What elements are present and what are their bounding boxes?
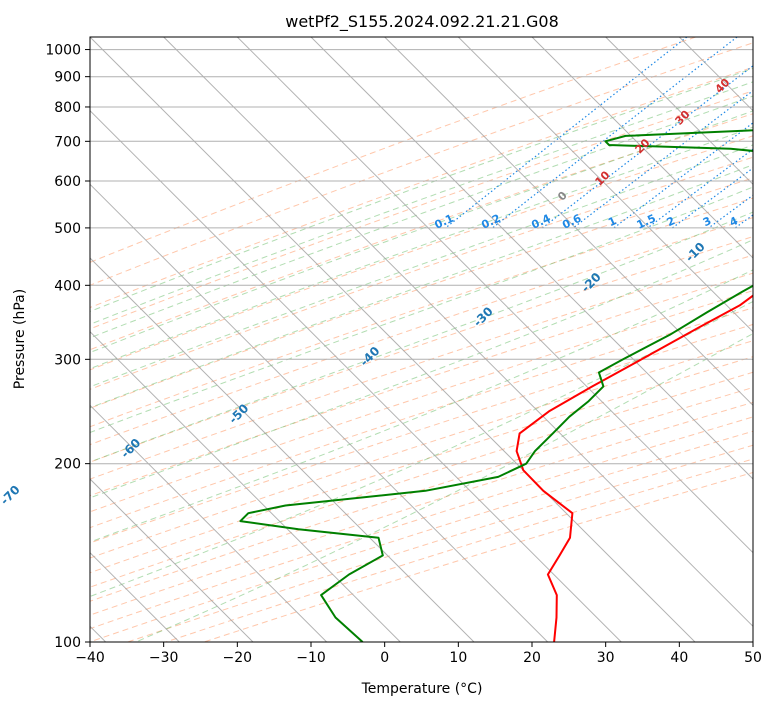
x-tick-label: 0 bbox=[380, 650, 389, 666]
y-tick-label: 400 bbox=[54, 278, 81, 294]
x-axis-label: Temperature (°C) bbox=[361, 681, 483, 697]
y-axis-label: Pressure (hPa) bbox=[12, 289, 28, 389]
x-tick-label: 20 bbox=[523, 650, 541, 666]
x-tick-label: −20 bbox=[223, 650, 253, 666]
x-tick-label: 30 bbox=[597, 650, 615, 666]
chart-title: wetPf2_S155.2024.092.21.21.G08 bbox=[285, 12, 559, 32]
y-tick-label: 600 bbox=[54, 174, 81, 190]
y-tick-label: 500 bbox=[54, 221, 81, 237]
y-tick-label: 1000 bbox=[45, 43, 81, 59]
y-tick-label: 700 bbox=[54, 134, 81, 150]
x-tick-label: 10 bbox=[449, 650, 467, 666]
y-tick-label: 100 bbox=[54, 635, 81, 651]
x-tick-label: −10 bbox=[296, 650, 326, 666]
y-tick-label: 200 bbox=[54, 457, 81, 473]
x-tick-label: −30 bbox=[149, 650, 179, 666]
y-tick-label: 800 bbox=[54, 100, 81, 116]
x-tick-label: 40 bbox=[670, 650, 688, 666]
y-tick-label: 900 bbox=[54, 70, 81, 86]
y-tick-label: 300 bbox=[54, 352, 81, 368]
x-tick-label: −40 bbox=[75, 650, 105, 666]
x-tick-label: 50 bbox=[744, 650, 762, 666]
